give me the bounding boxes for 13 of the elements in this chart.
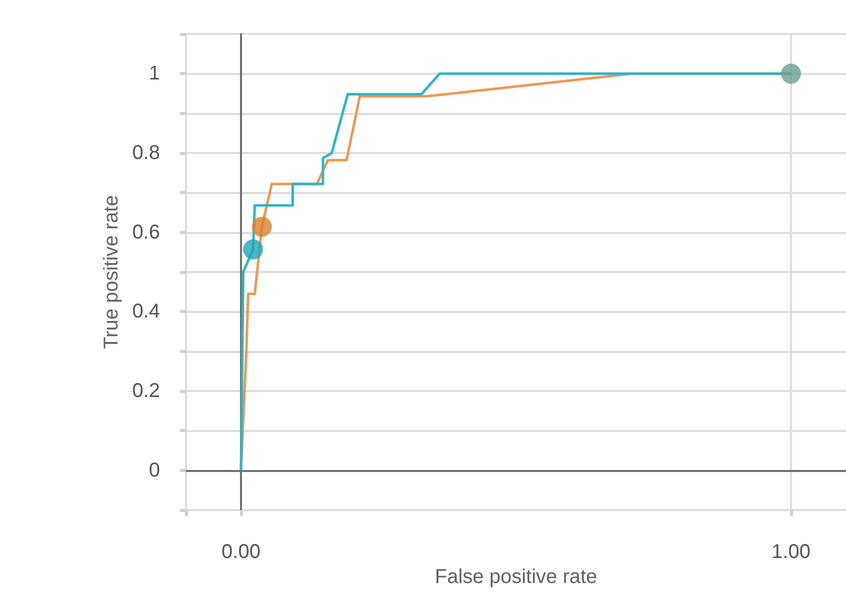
point (243, 239, 264, 260)
x-tick-label: 0.00 (222, 541, 260, 564)
y-tick-label: 0.4 (132, 300, 160, 323)
x-axis-title: False positive rate (434, 566, 598, 588)
y-tick-label: 0.6 (132, 221, 160, 244)
point (781, 64, 801, 84)
y-tick-label: 0.8 (132, 142, 160, 164)
y-tick-label: 0.2 (132, 380, 160, 402)
x-tick-label: 1.00 (772, 541, 810, 564)
y-axis-title: True positive rate (100, 195, 122, 349)
point (252, 216, 272, 237)
y-tick-label: 1 (148, 62, 160, 85)
y-tick-label: 0 (148, 459, 160, 482)
